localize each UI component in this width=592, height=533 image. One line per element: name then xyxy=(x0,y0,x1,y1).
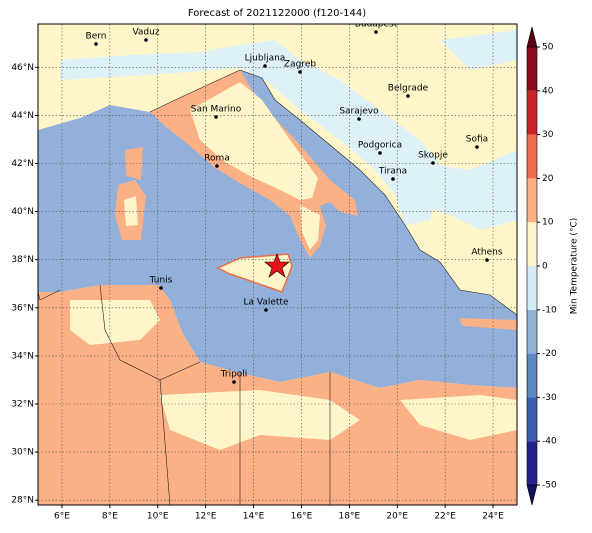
x-tick-label: 22°E xyxy=(434,512,456,522)
colorbar-extension xyxy=(526,26,538,48)
y-tick-label: 42°N xyxy=(11,159,34,169)
city-dot xyxy=(215,164,219,168)
calabria xyxy=(300,205,320,250)
colorbar-band xyxy=(527,178,537,223)
city-label: Tirana xyxy=(378,167,407,177)
city-dot xyxy=(264,308,268,312)
sardinia-inland xyxy=(124,196,138,226)
x-tick-label: 12°E xyxy=(195,512,217,522)
y-tick-label: 36°N xyxy=(11,303,34,313)
city-dot xyxy=(475,145,479,149)
y-tick-label: 46°N xyxy=(11,63,34,73)
colorbar-band xyxy=(527,134,537,179)
city-label: Ljubljana xyxy=(245,54,286,64)
y-tick-label: 28°N xyxy=(11,496,34,506)
y-tick-label: 30°N xyxy=(11,448,34,458)
city-dot xyxy=(159,286,163,290)
colorbar-band xyxy=(527,397,537,442)
italy-inland xyxy=(190,82,318,200)
crete xyxy=(460,318,517,330)
city-label: Budapest xyxy=(355,20,398,30)
city-label: Tripoli xyxy=(220,370,248,380)
city-label: Skopje xyxy=(418,151,448,161)
city-dot xyxy=(144,38,148,42)
colorbar-band xyxy=(527,441,537,485)
colorbar-band xyxy=(527,47,537,91)
colorbar-band xyxy=(527,309,537,354)
warm-zone xyxy=(160,390,360,450)
map-frame xyxy=(37,23,518,506)
city-dot xyxy=(378,151,382,155)
city-label: Roma xyxy=(204,154,230,164)
cold-zone xyxy=(440,30,517,70)
y-tick-label: 40°N xyxy=(11,207,34,217)
city-dot xyxy=(485,258,489,262)
city-dot xyxy=(232,380,236,384)
city-dot xyxy=(391,177,395,181)
city-dot xyxy=(431,161,435,165)
event-marker xyxy=(264,253,290,278)
cold-zone xyxy=(60,40,445,225)
city-dot xyxy=(263,64,267,68)
colorbar-band xyxy=(527,353,537,398)
city-dot xyxy=(298,70,302,74)
colorbar-tick-label: -40 xyxy=(542,437,557,447)
x-tick-label: 18°E xyxy=(339,512,361,522)
city-label: Bern xyxy=(86,32,107,42)
y-tick-label: 32°N xyxy=(11,399,34,409)
city-dot xyxy=(406,94,410,98)
coastline xyxy=(149,69,517,316)
city-dot xyxy=(374,30,378,34)
y-tick-label: 44°N xyxy=(11,111,34,121)
colorbar-label: Min Temperature (°C) xyxy=(570,218,580,315)
warm-zone xyxy=(400,395,517,440)
colorbar-band xyxy=(527,222,537,266)
colorbar-tick-label: 20 xyxy=(542,174,554,184)
x-tick-label: 6°E xyxy=(54,512,70,522)
city-label: La Valette xyxy=(244,298,289,308)
y-tick-label: 34°N xyxy=(11,351,34,361)
city-label: San Marino xyxy=(191,105,242,115)
city-label: Athens xyxy=(471,248,502,258)
city-dot xyxy=(214,115,218,119)
city-dot xyxy=(94,42,98,46)
city-label: Podgorica xyxy=(358,141,402,151)
colorbar-band xyxy=(527,90,537,135)
warm-zone xyxy=(70,300,160,345)
city-label: Sarajevo xyxy=(339,107,379,117)
colorbar-extension xyxy=(526,484,538,506)
colorbar-tick-label: -50 xyxy=(542,481,557,491)
y-tick-label: 38°N xyxy=(11,255,34,265)
colorbar-tick-label: -10 xyxy=(542,305,557,315)
x-tick-label: 16°E xyxy=(291,512,313,522)
colorbar-tick-label: 10 xyxy=(542,218,554,228)
x-tick-label: 20°E xyxy=(386,512,408,522)
city-dot xyxy=(357,117,361,121)
city-label: Tunis xyxy=(149,276,173,286)
cold-zone xyxy=(400,150,517,230)
colorbar-tick-label: -20 xyxy=(542,349,557,359)
colorbar-tick-label: 50 xyxy=(542,43,554,53)
x-tick-label: 24°E xyxy=(482,512,504,522)
x-tick-label: 14°E xyxy=(243,512,265,522)
city-label: Vaduz xyxy=(132,28,159,38)
x-tick-label: 8°E xyxy=(102,512,118,522)
city-label: Belgrade xyxy=(388,84,429,94)
city-label: Zagreb xyxy=(284,60,316,70)
title: Forecast of 2021122000 (f120-144) xyxy=(188,8,366,19)
colorbar-band xyxy=(527,266,537,310)
land xyxy=(38,24,517,95)
colorbar-tick-label: -30 xyxy=(542,393,557,403)
borders xyxy=(38,284,331,505)
colorbar-tick-label: 40 xyxy=(542,86,554,96)
colorbar-tick-label: 30 xyxy=(542,130,554,140)
colorbar-tick-label: 0 xyxy=(542,262,548,272)
x-tick-label: 10°E xyxy=(147,512,169,522)
city-label: Sofia xyxy=(466,135,488,145)
